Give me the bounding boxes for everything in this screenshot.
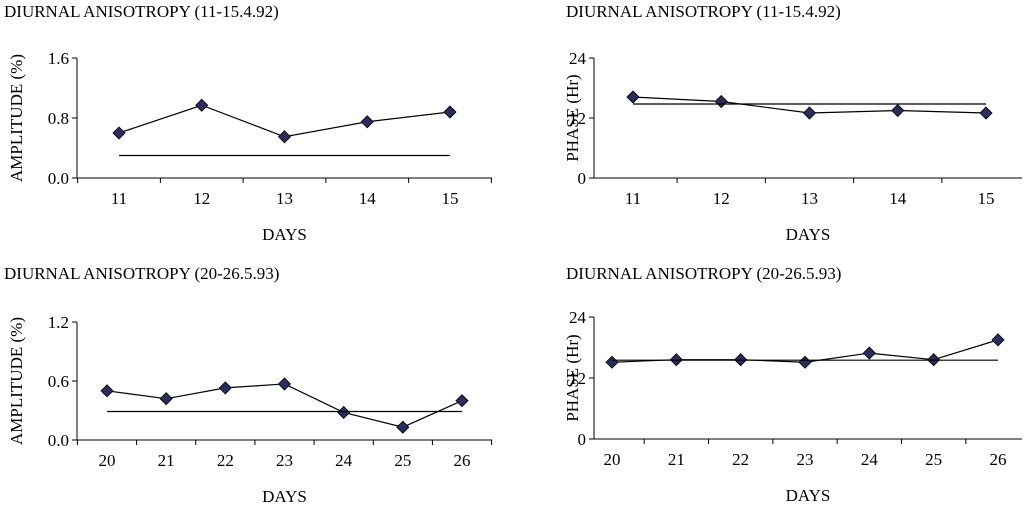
x-tick-label: 11 xyxy=(625,189,641,208)
chart-title: DIURNAL ANISOTROPY (20-26.5.93) xyxy=(566,264,842,283)
x-tick-label: 20 xyxy=(99,451,116,470)
data-point-marker xyxy=(195,98,209,112)
x-tick-label: 24 xyxy=(861,450,879,469)
data-point-marker xyxy=(396,420,410,434)
x-tick-label: 21 xyxy=(668,450,685,469)
x-tick-label: 13 xyxy=(276,189,293,208)
x-axis-label: DAYS xyxy=(786,486,831,505)
x-tick-label: 12 xyxy=(193,189,210,208)
x-tick-label: 22 xyxy=(732,450,749,469)
amplitude-chart-1992: DIURNAL ANISOTROPY (11-15.4.92) 0.0 0.8 1.… xyxy=(0,0,500,250)
y-axis-label: AMPLITUDE (%) xyxy=(7,317,26,445)
data-point-marker xyxy=(218,381,232,395)
x-axis-label: DAYS xyxy=(262,487,307,506)
x-axis-label: DAYS xyxy=(786,225,831,244)
x-tick-label: 11 xyxy=(111,189,127,208)
data-point-marker xyxy=(455,394,469,408)
y-axis-label: AMPLITUDE (%) xyxy=(7,54,26,182)
x-tick-label: 26 xyxy=(990,450,1007,469)
x-tick-label: 25 xyxy=(925,450,942,469)
phase-chart-1993: DIURNAL ANISOTROPY (20-26.5.93) 0 12 24 20 2… xyxy=(562,262,1026,512)
y-tick-label: 0.8 xyxy=(48,109,69,128)
y-tick-label: 24 xyxy=(569,49,587,68)
x-axis-label: DAYS xyxy=(262,225,307,244)
chart-plot: 0.0 0.6 1.2 20 21 22 23 24 25 26 DAYS AMPLITUDE (%) xyxy=(7,313,493,506)
data-point-marker xyxy=(277,130,292,144)
x-tick-label: 14 xyxy=(889,189,907,208)
chart-title: DIURNAL ANISOTROPY (20-26.5.93) xyxy=(4,264,280,283)
y-axis-label: PHASE (Hr) xyxy=(563,334,582,421)
data-point-marker xyxy=(112,126,126,140)
x-tick-label: 14 xyxy=(359,189,377,208)
x-tick-label: 23 xyxy=(797,450,814,469)
x-tick-label: 13 xyxy=(801,189,818,208)
y-axis-label: PHASE (Hr) xyxy=(563,74,582,161)
data-point-marker xyxy=(714,94,728,109)
x-tick-label: 20 xyxy=(604,450,621,469)
data-point-marker xyxy=(798,355,812,369)
data-point-marker xyxy=(626,90,640,104)
y-tick-label: 12 xyxy=(569,369,586,388)
x-tick-label: 15 xyxy=(442,189,459,208)
data-point-marker xyxy=(979,106,993,120)
amplitude-chart-1993: DIURNAL ANISOTROPY (20-26.5.93) 0.0 0.6 1.… xyxy=(0,262,500,512)
y-tick-label: 0 xyxy=(578,430,587,449)
data-point-marker xyxy=(100,384,114,398)
chart-plot: 0 12 24 11 12 13 14 15 DAYS PHASE (Hr) xyxy=(563,49,1022,244)
data-point-marker xyxy=(802,106,817,120)
y-tick-label: 1.2 xyxy=(48,313,69,332)
y-tick-label: 24 xyxy=(569,308,587,327)
data-point-marker xyxy=(159,392,173,406)
chart-title: DIURNAL ANISOTROPY (11-15.4.92) xyxy=(4,2,279,21)
y-tick-label: 0.0 xyxy=(48,169,69,188)
data-point-marker xyxy=(891,103,905,118)
y-tick-label: 0.6 xyxy=(48,372,69,391)
x-tick-label: 23 xyxy=(276,451,293,470)
data-point-marker xyxy=(605,355,619,369)
chart-plot: 0.0 0.8 1.6 11 12 13 14 15 DAYS AMPLITUDE (%) xyxy=(7,49,492,244)
x-tick-label: 24 xyxy=(335,451,353,470)
x-tick-label: 21 xyxy=(158,451,175,470)
data-point-marker xyxy=(337,405,351,420)
x-tick-label: 25 xyxy=(394,451,411,470)
x-tick-label: 15 xyxy=(978,189,995,208)
x-tick-label: 22 xyxy=(217,451,234,470)
phase-chart-1992: DIURNAL ANISOTROPY (11-15.4.92) 0 12 24 11 1… xyxy=(562,0,1026,250)
data-point-marker xyxy=(360,115,374,129)
data-point-marker xyxy=(277,377,292,391)
data-point-marker xyxy=(991,333,1005,347)
data-point-marker xyxy=(443,105,457,119)
x-tick-label: 26 xyxy=(454,451,471,470)
y-tick-label: 0 xyxy=(578,169,587,188)
y-tick-label: 1.6 xyxy=(48,49,69,68)
x-tick-label: 12 xyxy=(713,189,730,208)
chart-plot: 0 12 24 20 21 22 23 24 25 26 DAYS PHASE (Hr) xyxy=(563,308,1022,505)
y-tick-label: 12 xyxy=(569,109,586,128)
chart-title: DIURNAL ANISOTROPY (11-15.4.92) xyxy=(566,2,841,21)
y-tick-label: 0.0 xyxy=(48,431,69,450)
data-point-marker xyxy=(862,346,876,360)
